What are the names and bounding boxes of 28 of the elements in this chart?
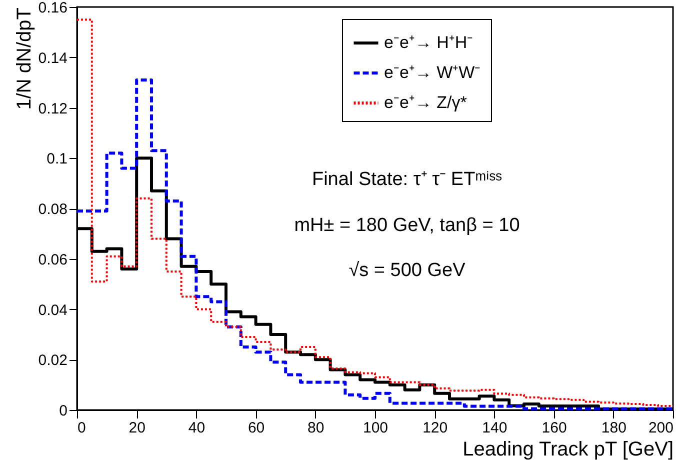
x-tick-label: 40 [188, 420, 206, 436]
legend-label: e⁻e⁺→ Z/γ* [384, 93, 468, 112]
x-tick-label: 160 [542, 420, 567, 436]
x-tick-label: 180 [601, 420, 626, 436]
x-tick-label: 100 [362, 420, 388, 436]
x-tick-label: 0 [78, 420, 86, 436]
legend-label: e⁻e⁺→ W⁺W⁻ [384, 63, 481, 82]
y-tick-label: 0.12 [38, 100, 68, 118]
annotation: mH± = 180 GeV, tanβ = 10 [294, 215, 520, 236]
x-tick-label: 60 [248, 420, 265, 436]
x-axis-title: Leading Track pT [GeV] [462, 438, 674, 460]
x-tick-label: 80 [308, 420, 324, 436]
annotation: Final State: τ⁺ τ⁻ ETᵐⁱˢˢ [312, 169, 503, 190]
y-tick-label: 0.08 [38, 201, 68, 218]
x-tick-label: 200 [648, 420, 674, 436]
y-tick-label: 0.06 [38, 251, 68, 268]
annotation: √s = 500 GeV [348, 260, 466, 281]
y-axis-title: 1/N dN/dpT [13, 8, 36, 110]
x-tick-label: 120 [422, 420, 448, 436]
x-tick-label: 20 [128, 420, 146, 436]
x-tick-label: 140 [482, 420, 508, 436]
y-tick-label: 0.14 [38, 50, 68, 67]
y-tick-label: 0.04 [38, 302, 68, 319]
y-tick-label: 0.1 [46, 150, 68, 168]
y-tick-label: 0.02 [38, 352, 68, 370]
legend-label: e⁻e⁺→ H⁺H⁻ [384, 33, 474, 52]
y-tick-label: 0 [59, 402, 68, 420]
y-tick-label: 0.16 [38, 0, 68, 16]
